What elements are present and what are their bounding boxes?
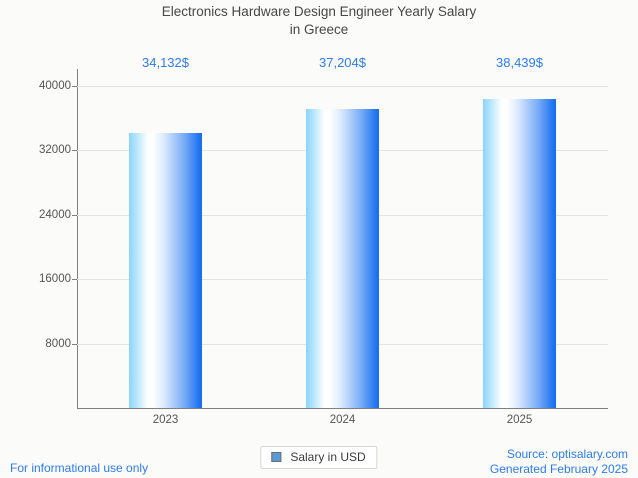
y-axis-tick-label: 32000 bbox=[39, 144, 71, 157]
chart-legend[interactable]: Salary in USD bbox=[260, 446, 378, 469]
x-axis-line bbox=[77, 408, 608, 409]
generated-date-text: Generated February 2025 bbox=[489, 462, 628, 476]
bar-2024[interactable] bbox=[306, 108, 379, 408]
x-axis-tick-label: 2024 bbox=[329, 414, 356, 426]
gridline bbox=[72, 86, 608, 88]
bar-value-label: 38,439$ bbox=[496, 55, 543, 70]
x-axis-tick-label: 2023 bbox=[152, 414, 179, 426]
y-axis-tick bbox=[72, 150, 77, 152]
y-axis-tick bbox=[72, 86, 77, 88]
y-axis-line bbox=[77, 69, 78, 409]
y-axis-tick bbox=[72, 279, 77, 281]
bar-value-label: 34,132$ bbox=[142, 55, 189, 70]
y-axis-tick-label: 8000 bbox=[45, 337, 71, 350]
y-axis-tick bbox=[72, 214, 77, 216]
y-axis-tick bbox=[72, 343, 77, 345]
bar-2025[interactable] bbox=[483, 98, 556, 408]
source-text: Source: optisalary.com bbox=[506, 447, 628, 461]
legend-swatch-icon bbox=[271, 452, 282, 462]
y-axis-tick-label: 40000 bbox=[39, 80, 71, 93]
bar-value-label: 37,204$ bbox=[319, 55, 366, 70]
disclaimer-text: For informational use only bbox=[10, 461, 149, 475]
source-block: Source: optisalary.com Generated Februar… bbox=[490, 447, 628, 477]
x-axis-tick-label: 2025 bbox=[506, 414, 533, 426]
legend-item-label: Salary in USD bbox=[290, 450, 366, 464]
chart-title: Electronics Hardware Design Engineer Yea… bbox=[161, 4, 477, 37]
plot-area bbox=[72, 70, 608, 408]
y-axis-tick-label: 16000 bbox=[39, 273, 71, 286]
bar-2023[interactable] bbox=[129, 133, 202, 408]
y-axis-tick-label: 24000 bbox=[39, 208, 71, 221]
